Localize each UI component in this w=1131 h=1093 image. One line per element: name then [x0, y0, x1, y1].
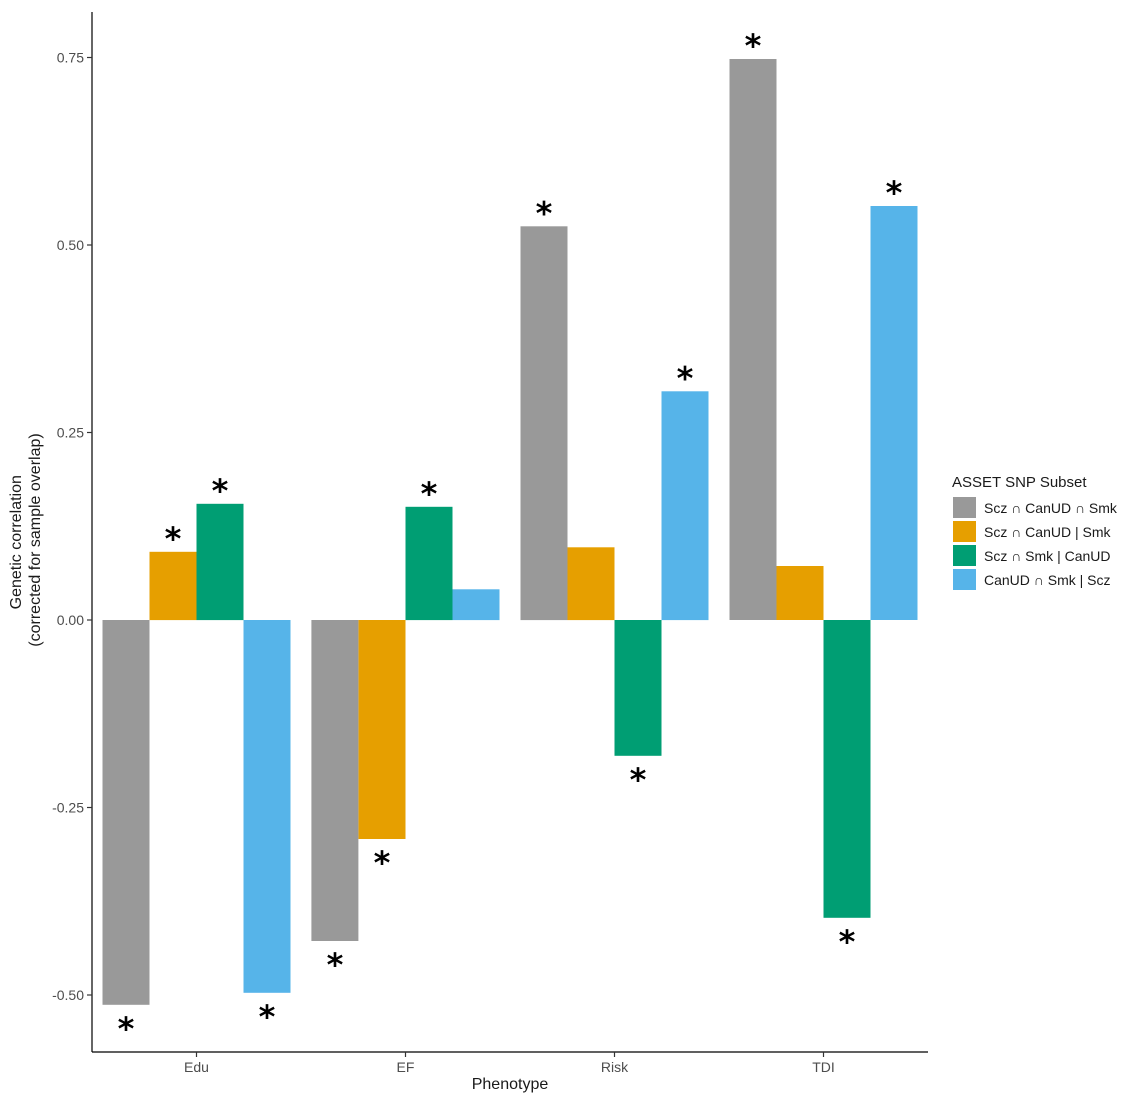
significance-star: * [327, 946, 344, 984]
y-axis: -0.50 -0.25 0.00 0.25 0.50 0.75 [52, 12, 93, 1052]
legend-key [953, 569, 976, 590]
legend-key [953, 545, 976, 566]
legend-label: Scz ∩ Smk | CanUD [984, 548, 1111, 564]
legend-items: Scz ∩ CanUD ∩ Smk Scz ∩ CanUD | Smk Scz ∩ … [953, 497, 1118, 590]
bar [520, 226, 568, 621]
y-tick-label: -0.50 [52, 987, 84, 1003]
bar [661, 391, 709, 621]
significance-star: * [259, 998, 276, 1036]
significance-markers: * * * * * * * * * * * * * [118, 27, 903, 1048]
x-tick-label: Edu [184, 1059, 209, 1075]
y-tick-label: -0.25 [52, 800, 84, 816]
legend-label: CanUD ∩ Smk | Scz [984, 572, 1111, 588]
y-axis-title: Genetic correlation (corrected for sampl… [8, 433, 44, 646]
significance-star: * [745, 27, 762, 65]
y-tick-label: 0.75 [57, 50, 84, 66]
legend-label: Scz ∩ CanUD | Smk [984, 524, 1111, 540]
bars-group [102, 59, 918, 1005]
bar [614, 620, 662, 756]
bar [102, 620, 150, 1005]
legend-label: Scz ∩ CanUD ∩ Smk [984, 500, 1118, 516]
bar [311, 620, 359, 941]
bar [149, 551, 197, 621]
x-axis: Edu EF Risk TDI [92, 1051, 928, 1075]
significance-star: * [630, 761, 647, 799]
significance-star: * [165, 520, 182, 558]
significance-star: * [118, 1010, 135, 1048]
bar [358, 620, 406, 839]
legend-key [953, 521, 976, 542]
bar [196, 503, 244, 621]
y-axis-title-line-2: (corrected for sample overlap) [27, 433, 44, 646]
significance-star: * [839, 923, 856, 961]
bar [243, 620, 291, 993]
significance-star: * [677, 359, 694, 397]
x-tick-label: TDI [812, 1059, 835, 1075]
significance-star: * [886, 174, 903, 212]
bar [729, 59, 777, 620]
legend-key [953, 497, 976, 518]
x-axis-title: Phenotype [472, 1076, 549, 1093]
y-axis-title-line-1: Genetic correlation [8, 475, 25, 609]
y-tick-label: 0.50 [57, 237, 84, 253]
x-tick-label: EF [397, 1059, 415, 1075]
significance-star: * [374, 844, 391, 882]
y-tick-label: 0.25 [57, 425, 84, 441]
significance-star: * [421, 475, 438, 513]
bar [405, 506, 453, 621]
bar [870, 206, 918, 620]
bar [776, 566, 824, 620]
bar [823, 620, 871, 918]
x-tick-label: Risk [601, 1059, 629, 1075]
legend-title: ASSET SNP Subset [952, 474, 1087, 491]
significance-star: * [536, 194, 553, 232]
bar [567, 547, 615, 621]
y-tick-label: 0.00 [57, 612, 84, 628]
bar [452, 589, 500, 621]
significance-star: * [212, 472, 229, 510]
